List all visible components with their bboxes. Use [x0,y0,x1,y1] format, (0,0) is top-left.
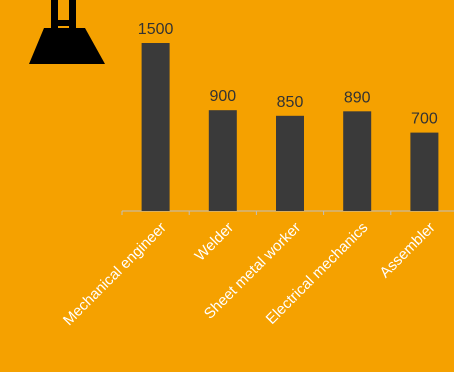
weight-icon [29,0,105,64]
category-label: Mechanical engineer [60,219,170,329]
bar [343,111,372,211]
value-label: 700 [411,111,438,128]
value-labels: 1500 900 850 890 700 [138,21,438,128]
bar [410,132,439,211]
bar [141,43,170,211]
value-label: 1500 [138,21,174,38]
value-label: 890 [344,89,371,106]
value-label: 850 [277,94,304,111]
bar [208,110,237,211]
bars [141,43,439,211]
value-label: 900 [209,88,236,105]
bar [276,115,304,211]
category-label: Assembler [376,219,438,281]
x-axis [121,210,454,215]
category-label: Welder [192,219,237,264]
